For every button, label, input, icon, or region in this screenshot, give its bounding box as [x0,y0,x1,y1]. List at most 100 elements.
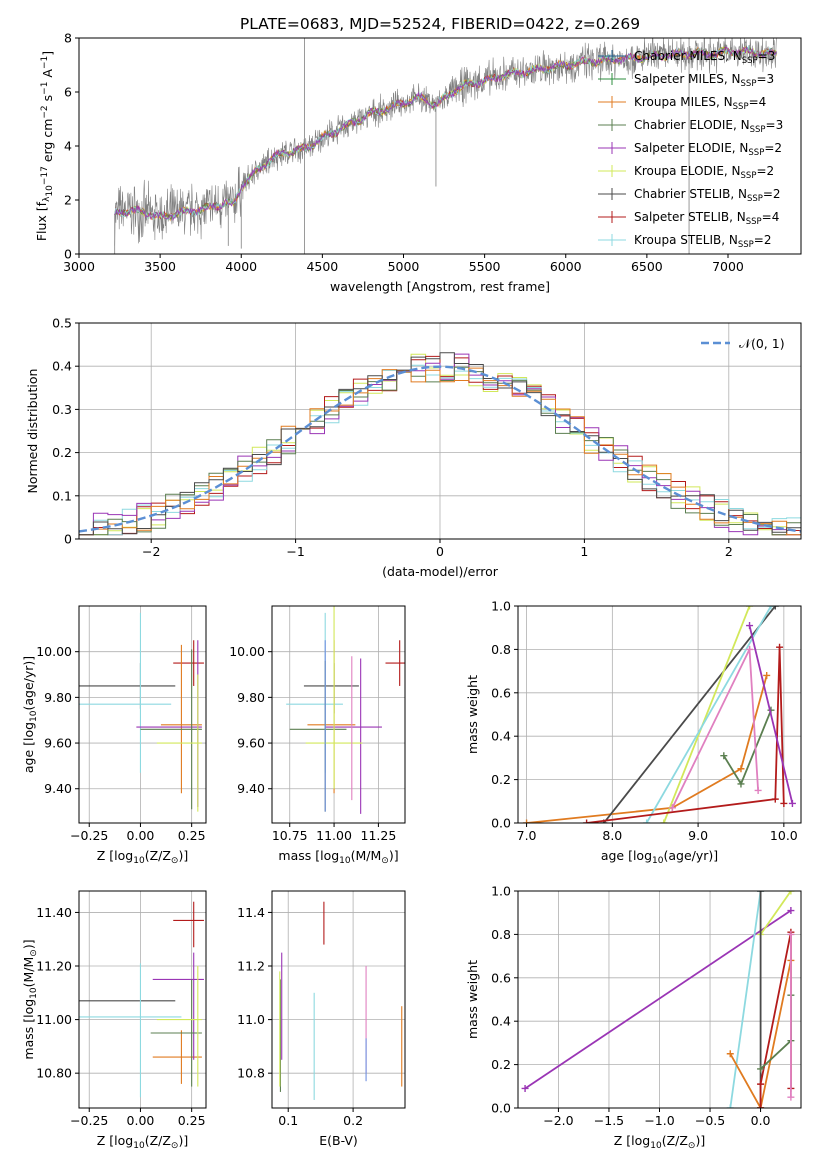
series-marker [787,907,795,915]
y-tick-label: 0.0 [491,1101,511,1116]
plot-area [79,323,801,539]
y-tick-label: 11.4 [237,905,265,920]
x-tick-label: 0.00 [127,1113,155,1128]
x-tick-label: 3500 [144,259,176,274]
y-axis-label: Flux [fλ10−17 erg cm−2 s−1 A−1] [34,51,55,241]
x-tick-label: 11.25 [361,828,397,843]
x-axis-label-part: (Z/Z [662,1133,688,1148]
legend: 𝒩(0, 1) [701,336,785,351]
series-line [524,909,792,1090]
series-marker [757,1065,765,1073]
legend-label-main: Salpeter STELIB, N [634,210,746,224]
x-axis-label-part: mass [log [278,848,339,863]
x-axis-label-part: 10 [339,856,351,866]
y-tick-label: 10.8 [237,1066,265,1081]
y-axis-label: mass weight [465,960,480,1039]
y-axis-label-part: −1 [40,82,50,95]
x-tick-label: −1 [286,544,304,559]
y-tick-label: 0 [64,247,72,262]
y-tick-label: 0 [64,532,72,547]
y-axis-label-part: mass [log [21,999,36,1060]
y-tick-label: 0.6 [491,970,511,985]
legend-label-sub: SSP [746,217,762,227]
y-tick-label: 0.2 [491,772,511,787]
x-tick-label: 7000 [712,259,744,274]
x-axis-label-part: ⊙ [171,1141,179,1151]
x-tick-label: 11.00 [316,828,352,843]
x-tick-label: 2 [725,544,733,559]
x-tick-label: 5500 [469,259,501,274]
y-tick-label: 1.0 [491,599,511,614]
legend-label: Kroupa STELIB, NSSP=2 [634,233,772,250]
x-tick-label: 10.0 [770,828,798,843]
legend-label-sub: SSP [742,56,758,66]
y-tick-label: 0.4 [491,729,511,744]
series-marker [757,891,765,895]
y-tick-label: 0.3 [52,402,72,417]
y-tick-label: 11.2 [237,959,265,974]
y-axis-label-part: age [log [21,722,36,773]
series-marker [757,1080,765,1088]
chart-mass_weight_vs_age: 7.0 8.0 9.0 10.0 0.0 0.2 0.4 0.6 0.8 1.0 age [log1… [465,599,802,866]
legend-label-tail: =3 [766,118,784,132]
chart-residuals: 𝒩(0, 1) −2 −1 0 1 2 0 0.1 0.2 0.3 0.4 0.5 (data-mode… [25,316,802,579]
x-axis-label-part: 10 [133,856,145,866]
histogram-kroupa_miles [79,367,801,536]
x-tick-label: 6000 [550,259,582,274]
plot-area [272,891,405,1108]
x-tick-label: −1.5 [594,1113,624,1128]
series-marker [787,891,795,895]
series-marker [787,930,795,938]
y-axis-label-part: 10 [45,185,55,197]
y-axis-label-part: −1 [40,56,50,69]
y-tick-label: 2 [64,193,72,208]
x-tick-label: −2 [142,544,160,559]
x-axis-label-part: Z [log [97,1133,133,1148]
y-axis-label-part: s [40,95,55,106]
x-axis-label-part: (Z/Z [145,1133,171,1148]
series-line [526,675,768,823]
y-tick-label: 0.1 [52,488,72,503]
x-tick-label: 5000 [388,259,420,274]
series-marker [763,671,771,679]
series-marker [754,786,762,794]
legend-label-main: Chabrier STELIB, N [634,187,747,201]
legend-label: Chabrier ELODIE, NSSP=3 [634,118,783,135]
legend-label-sub: SSP [741,79,757,89]
y-tick-label: 4 [64,139,72,154]
series-marker [767,606,775,610]
y-axis-label: Normed distribution [25,369,40,494]
axes-frame [78,890,207,1109]
plot-area [518,606,801,823]
legend-label-tail: =3 [758,49,776,63]
y-tick-label: 6 [64,85,72,100]
x-tick-label: 10.75 [272,828,308,843]
axes-frame [517,605,802,824]
legend-label-tail: =4 [762,210,780,224]
y-axis-label-part: )] [21,939,36,949]
x-tick-label: 0.1 [278,1113,298,1128]
axes-frame [78,605,207,824]
chart-mass_vs_ebv: 0.1 0.2 10.8 11.0 11.2 11.4 E(B-V) [237,890,406,1148]
x-tick-label: −0.25 [70,1113,108,1128]
legend-label-main: Chabrier ELODIE, N [634,118,750,132]
plot-area [79,891,206,1108]
y-axis-label-part: −2 [40,105,50,118]
y-axis-label: mass weight [465,675,480,754]
y-tick-label: 9.60 [44,736,72,751]
series-line [586,647,785,823]
plot-area [518,891,801,1108]
legend-label: Kroupa ELODIE, NSSP=2 [634,164,774,181]
normal-curve [79,365,801,533]
series-line [748,625,794,804]
series-line [645,606,772,823]
data-spectrum [114,38,777,246]
legend-label-main: Kroupa MILES, N [634,95,733,109]
y-axis-label-part: erg cm [40,119,55,167]
x-axis-label-part: ⊙ [381,856,389,866]
x-axis-label-part: Z [log [614,1133,650,1148]
y-tick-label: 0.6 [491,685,511,700]
legend-label-tail: =2 [763,187,781,201]
legend-label-sub: SSP [738,240,754,250]
x-tick-label: 8.0 [602,828,622,843]
